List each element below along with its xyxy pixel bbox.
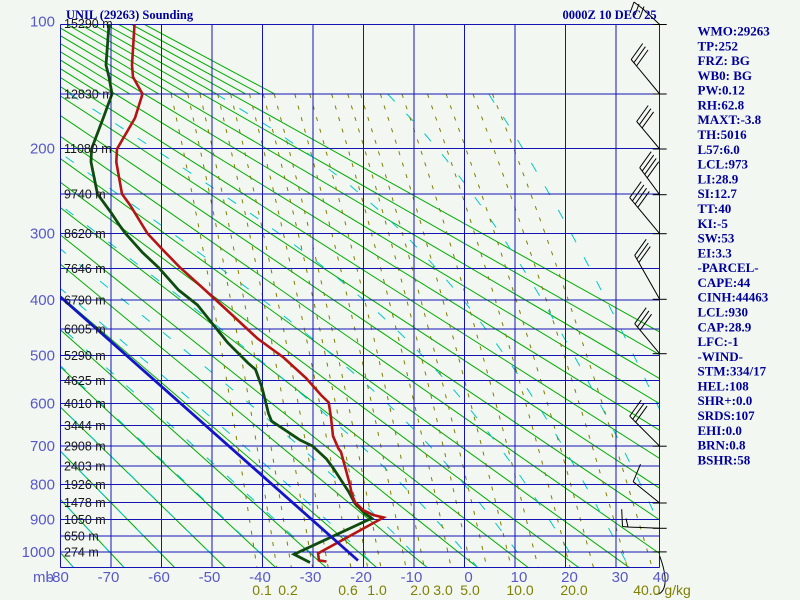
svg-text:LFC:-1: LFC:-1 — [698, 334, 739, 349]
svg-text:CINH:44463: CINH:44463 — [698, 290, 769, 305]
svg-text:STM:334/17: STM:334/17 — [698, 364, 767, 379]
svg-text:LCL:973: LCL:973 — [698, 157, 749, 172]
svg-text:20.0: 20.0 — [560, 582, 587, 598]
svg-text:FRZ: BG: FRZ: BG — [698, 53, 750, 68]
svg-text:UNIL (29263) Sounding: UNIL (29263) Sounding — [66, 8, 194, 22]
svg-text:-60: -60 — [148, 569, 170, 586]
svg-text:15290 m: 15290 m — [64, 17, 113, 31]
svg-text:1926 m: 1926 m — [64, 478, 106, 492]
svg-text:100: 100 — [30, 14, 55, 31]
svg-text:TH:5016: TH:5016 — [698, 127, 748, 142]
svg-text:20: 20 — [561, 569, 578, 586]
svg-text:800: 800 — [30, 477, 55, 494]
svg-text:WB0: BG: WB0: BG — [698, 68, 753, 83]
svg-text:HEL:108: HEL:108 — [698, 379, 750, 394]
svg-text:30: 30 — [612, 569, 629, 586]
svg-text:-80: -80 — [47, 569, 69, 586]
svg-text:7646 m: 7646 m — [64, 262, 106, 276]
svg-text:6005 m: 6005 m — [64, 322, 106, 336]
svg-text:-30: -30 — [300, 569, 322, 586]
svg-text:0.6: 0.6 — [338, 582, 358, 598]
svg-text:40.0 g/kg: 40.0 g/kg — [633, 582, 691, 598]
svg-text:TP:252: TP:252 — [698, 38, 738, 53]
svg-text:1478 m: 1478 m — [64, 496, 106, 510]
svg-text:-70: -70 — [98, 569, 120, 586]
svg-text:LI:28.9: LI:28.9 — [698, 171, 739, 186]
svg-text:-50: -50 — [199, 569, 221, 586]
svg-text:10.0: 10.0 — [506, 582, 533, 598]
svg-text:2908 m: 2908 m — [64, 440, 106, 454]
svg-text:4010 m: 4010 m — [64, 397, 106, 411]
svg-text:0.2: 0.2 — [278, 582, 298, 598]
svg-text:10: 10 — [511, 569, 528, 586]
svg-text:LCL:930: LCL:930 — [698, 305, 749, 320]
svg-text:1050 m: 1050 m — [64, 513, 106, 527]
svg-text:EHI:0.0: EHI:0.0 — [698, 423, 742, 438]
svg-text:2403 m: 2403 m — [64, 459, 106, 473]
svg-text:8620 m: 8620 m — [64, 227, 106, 241]
svg-text:5290 m: 5290 m — [64, 349, 106, 363]
svg-text:BSHR:58: BSHR:58 — [698, 452, 751, 467]
svg-text:MAXT:-3.8: MAXT:-3.8 — [698, 112, 762, 127]
svg-text:200: 200 — [30, 141, 55, 158]
svg-text:274 m: 274 m — [64, 546, 99, 560]
svg-text:700: 700 — [30, 438, 55, 455]
svg-text:KI:-5: KI:-5 — [698, 216, 729, 231]
svg-text:3.0: 3.0 — [433, 582, 453, 598]
svg-text:0: 0 — [464, 569, 472, 586]
svg-text:9740 m: 9740 m — [64, 188, 106, 202]
svg-text:12830 m: 12830 m — [64, 88, 113, 102]
svg-text:-20: -20 — [350, 569, 372, 586]
svg-text:TT:40: TT:40 — [698, 201, 732, 216]
svg-text:mb: mb — [33, 569, 54, 586]
svg-text:SW:53: SW:53 — [698, 231, 735, 246]
svg-text:1.0: 1.0 — [367, 582, 387, 598]
svg-text:6790 m: 6790 m — [64, 294, 106, 308]
svg-text:500: 500 — [30, 348, 55, 365]
svg-text:11080 m: 11080 m — [64, 142, 112, 156]
svg-text:L57:6.0: L57:6.0 — [698, 142, 740, 157]
svg-text:WMO:29263: WMO:29263 — [698, 24, 771, 39]
svg-text:650 m: 650 m — [64, 530, 99, 544]
svg-text:400: 400 — [30, 292, 55, 309]
svg-text:BRN:0.8: BRN:0.8 — [698, 438, 747, 453]
svg-text:CAP:28.9: CAP:28.9 — [698, 319, 752, 334]
svg-text:3444 m: 3444 m — [64, 419, 106, 433]
svg-text:-WIND-: -WIND- — [698, 349, 744, 364]
svg-text:900: 900 — [30, 512, 55, 529]
svg-text:PW:0.12: PW:0.12 — [698, 83, 745, 98]
svg-text:4625 m: 4625 m — [64, 374, 106, 388]
svg-text:5.0: 5.0 — [460, 582, 480, 598]
svg-text:-10: -10 — [401, 569, 423, 586]
svg-text:SI:12.7: SI:12.7 — [698, 186, 738, 201]
svg-text:RH:62.8: RH:62.8 — [698, 97, 745, 112]
svg-text:CAPE:44: CAPE:44 — [698, 275, 751, 290]
svg-text:2.0: 2.0 — [410, 582, 430, 598]
svg-text:SRDS:107: SRDS:107 — [698, 408, 756, 423]
svg-text:0.1: 0.1 — [252, 582, 272, 598]
svg-text:600: 600 — [30, 396, 55, 413]
svg-text:40: 40 — [653, 569, 670, 586]
svg-text:0000Z 10 DEC 25: 0000Z 10 DEC 25 — [563, 8, 657, 22]
svg-text:300: 300 — [30, 226, 55, 243]
svg-text:1000: 1000 — [22, 544, 55, 561]
svg-text:EI:3.3: EI:3.3 — [698, 245, 733, 260]
svg-text:SHR+:0.0: SHR+:0.0 — [698, 393, 753, 408]
svg-text:-PARCEL-: -PARCEL- — [698, 260, 759, 275]
svg-text:-40: -40 — [249, 569, 271, 586]
